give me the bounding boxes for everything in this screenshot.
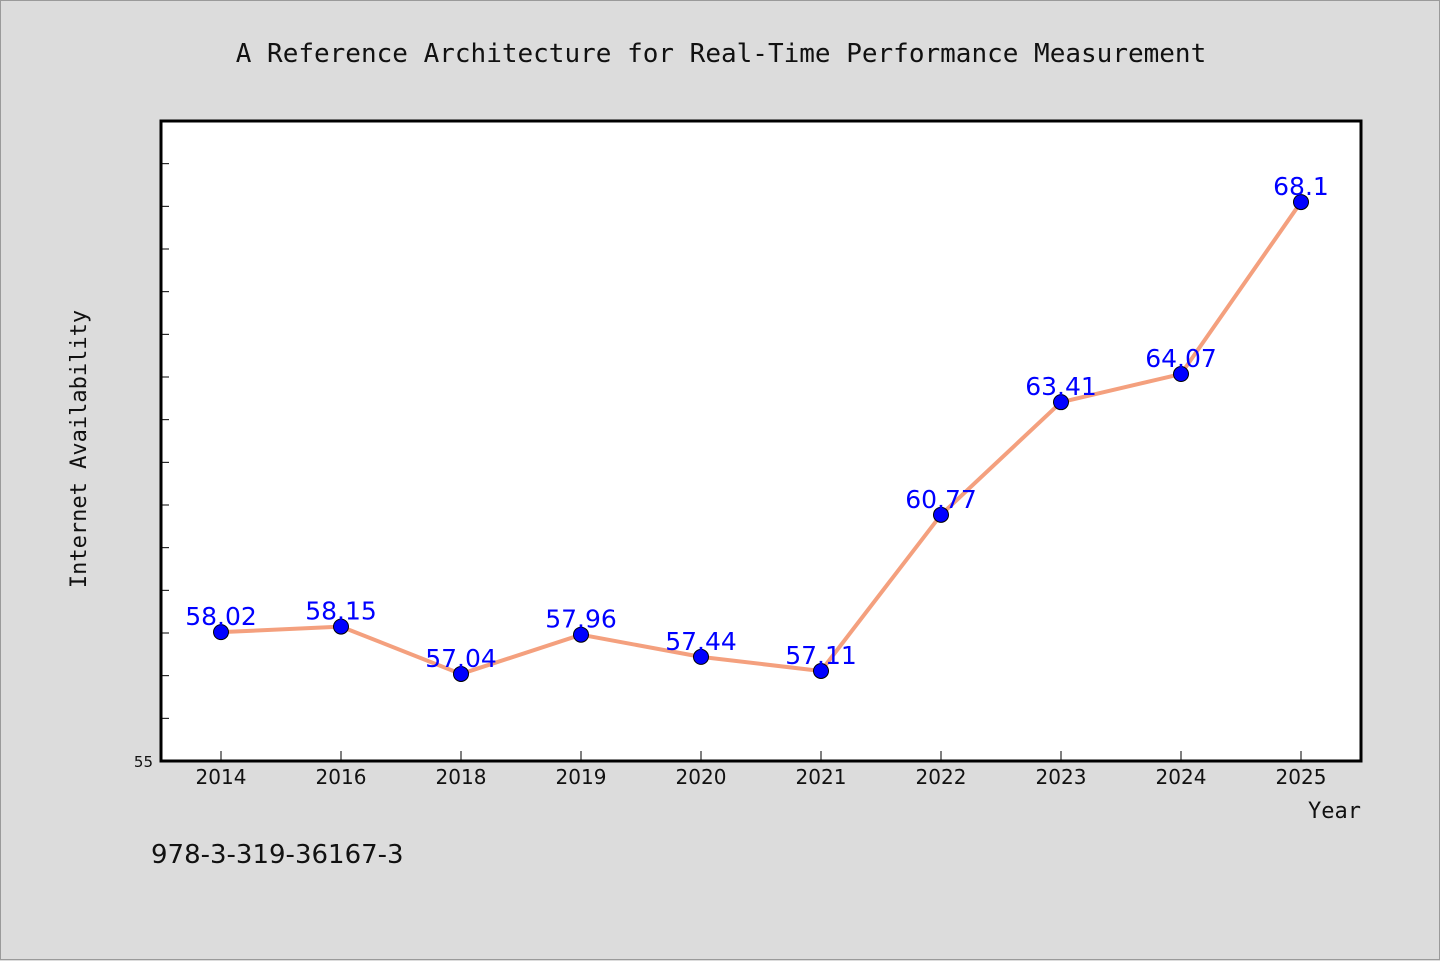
data-label: 57.96 (545, 605, 617, 634)
x-tick-label: 2023 (1036, 765, 1087, 789)
x-tick-label: 2018 (436, 765, 487, 789)
data-label: 58.02 (185, 602, 257, 631)
data-point (213, 624, 229, 641)
y-tick-label: 55 (134, 753, 153, 771)
data-label: 58.15 (305, 597, 377, 626)
data-point (693, 648, 709, 665)
x-tick-label: 2021 (796, 765, 847, 789)
data-labels: 58.02 58.15 57.04 57.96 57.44 57.11 60.77 63.41… (185, 172, 1329, 673)
data-point (453, 665, 469, 682)
data-point (333, 618, 349, 635)
plot-area (159, 119, 1363, 763)
chart-title: A Reference Architecture for Real-Time P… (236, 39, 1207, 69)
data-point (1293, 194, 1309, 211)
data-label: 63.41 (1025, 372, 1097, 401)
data-label: 64.07 (1145, 344, 1217, 373)
x-tick-label: 2014 (196, 765, 247, 789)
x-tick-label: 2016 (316, 765, 367, 789)
series-layer (213, 194, 1309, 682)
isbn-text: 978-3-319-36167-3 (151, 840, 404, 870)
data-point (1053, 394, 1069, 411)
x-tick-label: 2020 (676, 765, 727, 789)
data-label: 68.1 (1273, 172, 1329, 201)
x-axis-title: Year (1308, 799, 1361, 824)
data-label: 60.77 (905, 485, 977, 514)
data-label: 57.04 (425, 644, 497, 673)
series-line (220, 200, 1303, 676)
x-tick-label: 2024 (1156, 765, 1207, 789)
data-point (813, 662, 829, 679)
y-axis-title: Internet Availability (67, 310, 92, 588)
data-label: 57.11 (785, 641, 857, 670)
x-axis-ticks: 2014 2016 2018 2019 2020 2021 2022 2023 2024 2025 (196, 751, 1327, 789)
x-tick-label: 2022 (916, 765, 967, 789)
x-tick-label: 2019 (556, 765, 607, 789)
data-point (1173, 366, 1189, 383)
data-point (933, 506, 949, 523)
y-axis-ticks: 55 (134, 163, 169, 771)
data-point (573, 626, 589, 643)
x-tick-label: 2025 (1276, 765, 1327, 789)
data-label: 57.44 (665, 627, 737, 656)
